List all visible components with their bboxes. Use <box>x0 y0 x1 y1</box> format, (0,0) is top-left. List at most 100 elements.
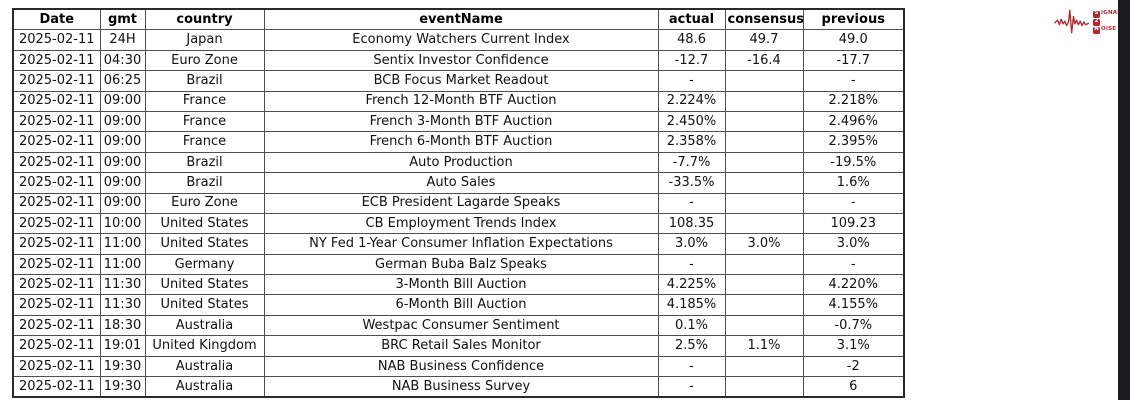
cell-consensus: -16.4 <box>724 49 804 72</box>
economic-calendar-table: Date gmt country eventName actual consensus pr… <box>12 8 905 399</box>
cell-date: 2025-02-11 <box>12 233 101 255</box>
cell-gmt: 10:00 <box>99 212 146 235</box>
table-row: 2025-02-11 09:00 Brazil Auto Production -7.7… <box>12 151 905 174</box>
cell-gmt: 09:00 <box>99 172 146 194</box>
table-row: 2025-02-11 11:00 Germany German Buba Balz S… <box>12 253 905 276</box>
cell-gmt: 11:30 <box>99 294 146 316</box>
cell-date: 2025-02-11 <box>12 49 101 72</box>
cell-consensus <box>724 151 804 174</box>
logo-letter-n: N <box>1093 26 1100 34</box>
cell-gmt: 09:00 <box>99 131 146 153</box>
cell-consensus <box>724 192 804 214</box>
table-row: 2025-02-11 09:00 France French 6-Month BTF … <box>12 131 905 153</box>
cell-previous: 3.0% <box>802 233 905 255</box>
cell-gmt: 19:01 <box>99 335 146 357</box>
cell-gmt: 09:00 <box>99 90 146 112</box>
cell-date: 2025-02-11 <box>12 335 101 357</box>
cell-gmt: 24H <box>99 29 146 51</box>
cell-actual: - <box>657 70 726 92</box>
cell-gmt: 06:25 <box>99 70 146 92</box>
cell-date: 2025-02-11 <box>12 376 101 398</box>
cell-previous: 2.395% <box>802 131 905 153</box>
cell-actual: 4.185% <box>657 294 726 316</box>
cell-actual: -33.5% <box>657 172 726 194</box>
column-header-date: Date <box>12 8 101 31</box>
table-row: 2025-02-11 10:00 United States CB Employmen… <box>12 212 905 235</box>
cell-date: 2025-02-11 <box>12 172 101 194</box>
cell-previous: -0.7% <box>802 314 905 337</box>
cell-country: Japan <box>144 29 265 51</box>
cell-gmt: 09:00 <box>99 110 146 133</box>
cell-previous: - <box>802 192 905 214</box>
cell-gmt: 18:30 <box>99 314 146 337</box>
cell-consensus <box>724 172 804 194</box>
cell-date: 2025-02-11 <box>12 294 101 316</box>
cell-gmt: 19:30 <box>99 376 146 398</box>
table-row: 2025-02-11 19:01 United Kingdom BRC Retail … <box>12 335 905 357</box>
cell-country: United States <box>144 233 265 255</box>
table-row: 2025-02-11 09:00 France French 12-Month BTF… <box>12 90 905 112</box>
table-row: 2025-02-11 19:30 Australia NAB Business Sur… <box>12 376 905 398</box>
cell-previous: 4.155% <box>802 294 905 316</box>
cell-actual: 48.6 <box>657 29 726 51</box>
ecg-waveform-icon <box>1054 9 1090 34</box>
cell-country: Australia <box>144 314 265 337</box>
cell-country: United States <box>144 274 265 296</box>
cell-gmt: 11:30 <box>99 274 146 296</box>
cell-actual: 108.35 <box>657 212 726 235</box>
cell-consensus <box>724 131 804 153</box>
cell-gmt: 11:00 <box>99 233 146 255</box>
cell-actual: 3.0% <box>657 233 726 255</box>
cell-previous: 49.0 <box>802 29 905 51</box>
cell-actual: 4.225% <box>657 274 726 296</box>
column-header-country: country <box>144 8 265 31</box>
cell-actual: - <box>657 192 726 214</box>
cell-previous: 1.6% <box>802 172 905 194</box>
cell-eventname: CB Employment Trends Index <box>263 212 659 235</box>
cell-eventname: Westpac Consumer Sentiment <box>263 314 659 337</box>
cell-gmt: 09:00 <box>99 192 146 214</box>
right-edge-strip <box>1118 0 1130 400</box>
cell-date: 2025-02-11 <box>12 90 101 112</box>
cell-eventname: BCB Focus Market Readout <box>263 70 659 92</box>
header-row: Date gmt country eventName actual consensus pr… <box>12 8 905 31</box>
cell-country: France <box>144 131 265 153</box>
cell-consensus <box>724 253 804 276</box>
cell-actual: - <box>657 376 726 398</box>
cell-consensus <box>724 294 804 316</box>
cell-eventname: 3-Month Bill Auction <box>263 274 659 296</box>
cell-eventname: NY Fed 1-Year Consumer Inflation Expecta… <box>263 233 659 255</box>
cell-eventname: Auto Sales <box>263 172 659 194</box>
cell-previous: -17.7 <box>802 49 905 72</box>
column-header-eventname: eventName <box>263 8 659 31</box>
cell-date: 2025-02-11 <box>12 314 101 337</box>
cell-gmt: 11:00 <box>99 253 146 276</box>
cell-consensus: 49.7 <box>724 29 804 51</box>
cell-previous: 2.218% <box>802 90 905 112</box>
logo-text: S IGNAL 2 N OISE <box>1093 10 1121 34</box>
cell-actual: 2.450% <box>657 110 726 133</box>
cell-country: Australia <box>144 355 265 378</box>
table-row: 2025-02-11 06:25 Brazil BCB Focus Market Re… <box>12 70 905 92</box>
cell-country: France <box>144 90 265 112</box>
cell-consensus <box>724 274 804 296</box>
cell-previous: 109.23 <box>802 212 905 235</box>
cell-eventname: French 3-Month BTF Auction <box>263 110 659 133</box>
cell-consensus: 1.1% <box>724 335 804 357</box>
cell-actual: 0.1% <box>657 314 726 337</box>
cell-eventname: ECB President Lagarde Speaks <box>263 192 659 214</box>
cell-consensus <box>724 212 804 235</box>
table-row: 2025-02-11 09:00 Brazil Auto Sales -33.5% 1.6… <box>12 172 905 194</box>
cell-previous: 3.1% <box>802 335 905 357</box>
cell-actual: - <box>657 355 726 378</box>
cell-previous: 4.220% <box>802 274 905 296</box>
cell-consensus: 3.0% <box>724 233 804 255</box>
cell-date: 2025-02-11 <box>12 70 101 92</box>
cell-eventname: NAB Business Confidence <box>263 355 659 378</box>
cell-date: 2025-02-11 <box>12 29 101 51</box>
cell-country: Brazil <box>144 172 265 194</box>
table-row: 2025-02-11 11:00 United States NY Fed 1-Yea… <box>12 233 905 255</box>
cell-consensus <box>724 70 804 92</box>
cell-eventname: Economy Watchers Current Index <box>263 29 659 51</box>
cell-eventname: German Buba Balz Speaks <box>263 253 659 276</box>
